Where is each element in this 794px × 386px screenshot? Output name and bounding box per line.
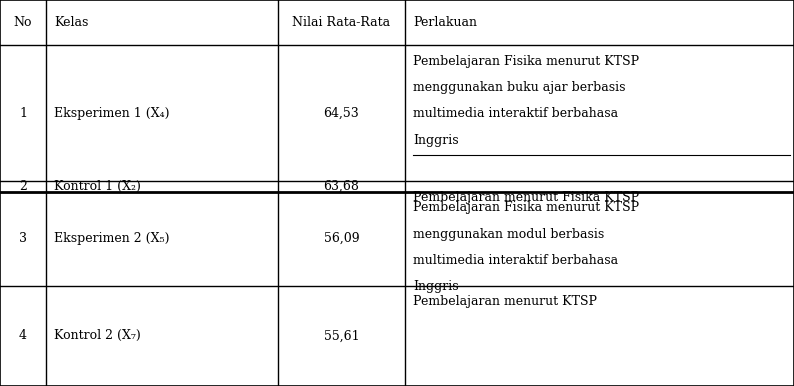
Text: Pembelajaran menurut KTSP: Pembelajaran menurut KTSP [413,295,597,308]
Text: 56,09: 56,09 [324,232,359,245]
Text: 1: 1 [19,107,27,120]
Text: Kontrol 1 (X₂): Kontrol 1 (X₂) [54,180,141,193]
Text: multimedia interaktif berbahasa: multimedia interaktif berbahasa [413,107,618,120]
Text: Eksperimen 2 (X₅): Eksperimen 2 (X₅) [54,232,169,245]
Text: 55,61: 55,61 [324,329,359,342]
Text: Pembelajaran Fisika menurut KTSP: Pembelajaran Fisika menurut KTSP [413,201,639,215]
Text: Perlakuan: Perlakuan [413,16,477,29]
Text: menggunakan modul berbasis: menggunakan modul berbasis [413,228,604,241]
Text: Nilai Rata-Rata: Nilai Rata-Rata [292,16,391,29]
Text: Kelas: Kelas [54,16,88,29]
Text: 2: 2 [19,180,27,193]
Text: Inggris: Inggris [413,134,458,147]
Text: Pembelajaran Fisika menurut KTSP: Pembelajaran Fisika menurut KTSP [413,55,639,68]
Text: Eksperimen 1 (X₄): Eksperimen 1 (X₄) [54,107,169,120]
Text: multimedia interaktif berbahasa: multimedia interaktif berbahasa [413,254,618,267]
Text: 63,68: 63,68 [323,180,360,193]
Text: No: No [13,16,33,29]
Text: Kontrol 2 (X₇): Kontrol 2 (X₇) [54,329,141,342]
Text: 64,53: 64,53 [323,107,360,120]
Text: Pembelajaran menurut Fisika KTSP: Pembelajaran menurut Fisika KTSP [413,191,639,204]
Text: Inggris: Inggris [413,280,458,293]
Text: menggunakan buku ajar berbasis: menggunakan buku ajar berbasis [413,81,626,94]
Text: 4: 4 [19,329,27,342]
Text: 3: 3 [19,232,27,245]
